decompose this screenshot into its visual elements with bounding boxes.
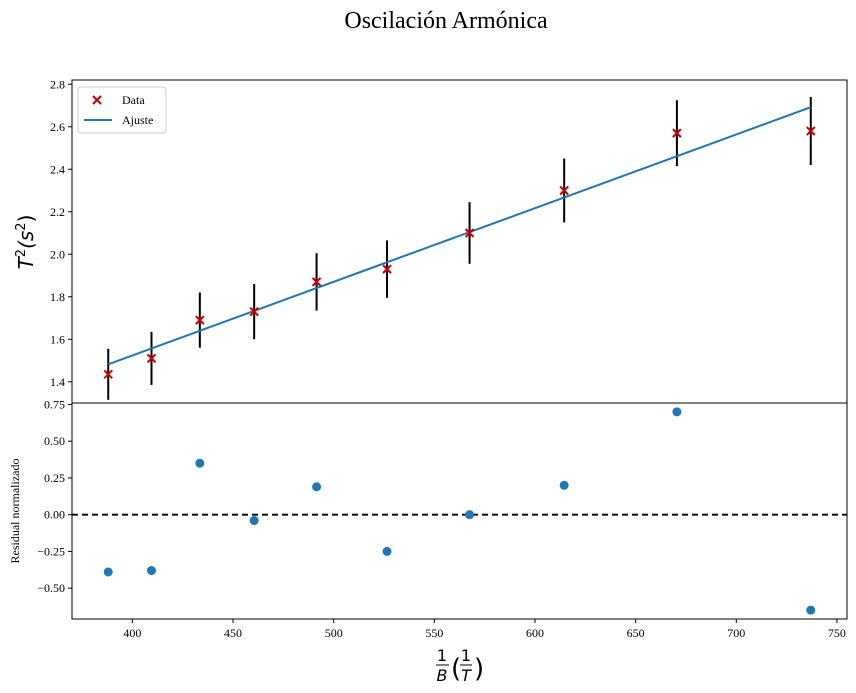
error-bars	[107, 97, 812, 400]
bottom-plot-frame	[71, 402, 848, 620]
data-point	[311, 277, 322, 287]
residual-point	[249, 516, 259, 526]
fit-line-group	[107, 106, 812, 366]
x-label-num1: 1	[437, 646, 447, 665]
data-point	[146, 353, 157, 364]
top-y-tick-label: 1.4	[50, 375, 65, 389]
residual-point	[806, 605, 816, 615]
y-label-close: )	[14, 215, 38, 223]
x-label-den1: B	[437, 666, 448, 685]
y-label-base: T	[14, 255, 38, 269]
data-point	[672, 128, 682, 138]
residual-point	[559, 480, 569, 490]
top-y-tick-label: 2.0	[50, 247, 65, 261]
data-point-stroke	[311, 277, 322, 287]
bottom-y-tick-label: 0.50	[44, 434, 65, 448]
bottom-y-tick-label: 0.25	[44, 471, 65, 485]
residual-points	[103, 407, 816, 615]
x-tick-label: 700	[727, 626, 745, 640]
data-point	[249, 306, 259, 317]
residual-point	[147, 566, 157, 576]
residual-point	[103, 567, 113, 577]
data-point-stroke	[146, 353, 157, 364]
x-tick-label: 750	[828, 626, 846, 640]
x-label-num2: 1	[461, 646, 471, 665]
data-point	[806, 126, 816, 136]
residual-point	[672, 407, 682, 417]
top-y-tick-label: 1.6	[50, 332, 65, 346]
data-point-stroke	[195, 315, 205, 325]
fit-line	[107, 106, 812, 366]
data-point	[103, 369, 113, 380]
bottom-y-tick-label: −0.25	[37, 544, 65, 558]
bottom-y-ticks: −0.50 −0.25 0.00 0.25 0.50 0.75	[37, 397, 72, 595]
top-y-ticks: 1.4 1.6 1.8 2.0 2.2 2.4 2.6 2.8	[50, 77, 72, 389]
legend: Data Ajuste	[77, 86, 167, 134]
residual-point	[312, 482, 322, 492]
data-point	[559, 185, 569, 196]
data-point-stroke	[464, 228, 475, 238]
legend-marker-data	[92, 95, 102, 105]
data-point-stroke	[806, 126, 816, 136]
legend-box	[77, 86, 167, 134]
residual-point	[465, 510, 475, 520]
top-y-tick-label: 2.2	[50, 205, 65, 219]
y-label-exp: 2	[14, 249, 29, 257]
legend-label-data: Data	[122, 93, 145, 107]
x-tick-label: 450	[224, 626, 242, 640]
data-point-stroke	[559, 185, 569, 196]
bottom-y-tick-label: 0.00	[44, 508, 65, 522]
data-points	[103, 126, 816, 380]
data-point-stroke	[103, 369, 113, 380]
data-point	[195, 315, 205, 325]
data-point-stroke	[382, 264, 392, 274]
residual-point	[382, 546, 392, 556]
data-point-stroke	[249, 306, 259, 317]
x-label-rparen: )	[474, 654, 484, 684]
bottom-y-tick-label: −0.50	[37, 581, 65, 595]
top-y-axis-label: T2(s2)	[14, 215, 38, 270]
x-tick-label: 500	[325, 626, 343, 640]
y-label-unit-exp: 2	[14, 222, 29, 230]
bottom-panel: −0.50 −0.25 0.00 0.25 0.50 0.75 400 450 500 550 6…	[37, 397, 848, 640]
x-label-den2: T	[461, 666, 472, 685]
residual-point	[195, 458, 205, 468]
y-label-unit: (s	[14, 231, 38, 249]
bottom-y-axis-label: Residual normalizado	[8, 459, 22, 564]
top-y-tick-label: 2.8	[50, 77, 65, 91]
legend-label-fit: Ajuste	[122, 113, 153, 127]
data-point	[382, 264, 392, 274]
data-point	[464, 228, 475, 238]
x-axis-label: 1 B ( 1 T )	[436, 646, 484, 685]
x-ticks: 400 450 500 550 600 650 700 750	[123, 619, 846, 640]
top-y-tick-label: 2.4	[50, 162, 65, 176]
top-y-tick-label: 2.6	[50, 120, 65, 134]
top-y-tick-label: 1.8	[50, 290, 65, 304]
data-point-stroke	[672, 128, 682, 138]
x-tick-label: 550	[425, 626, 443, 640]
x-tick-label: 600	[526, 626, 544, 640]
bottom-y-tick-label: 0.75	[44, 397, 65, 411]
x-tick-label: 650	[627, 626, 645, 640]
chart-title: Oscilación Armónica	[344, 8, 548, 34]
x-label-lparen: (	[451, 654, 461, 684]
top-plot-frame	[71, 79, 848, 404]
top-panel: 1.4 1.6 1.8 2.0 2.2 2.4 2.6 2.8	[50, 77, 848, 404]
x-tick-label: 400	[123, 626, 141, 640]
